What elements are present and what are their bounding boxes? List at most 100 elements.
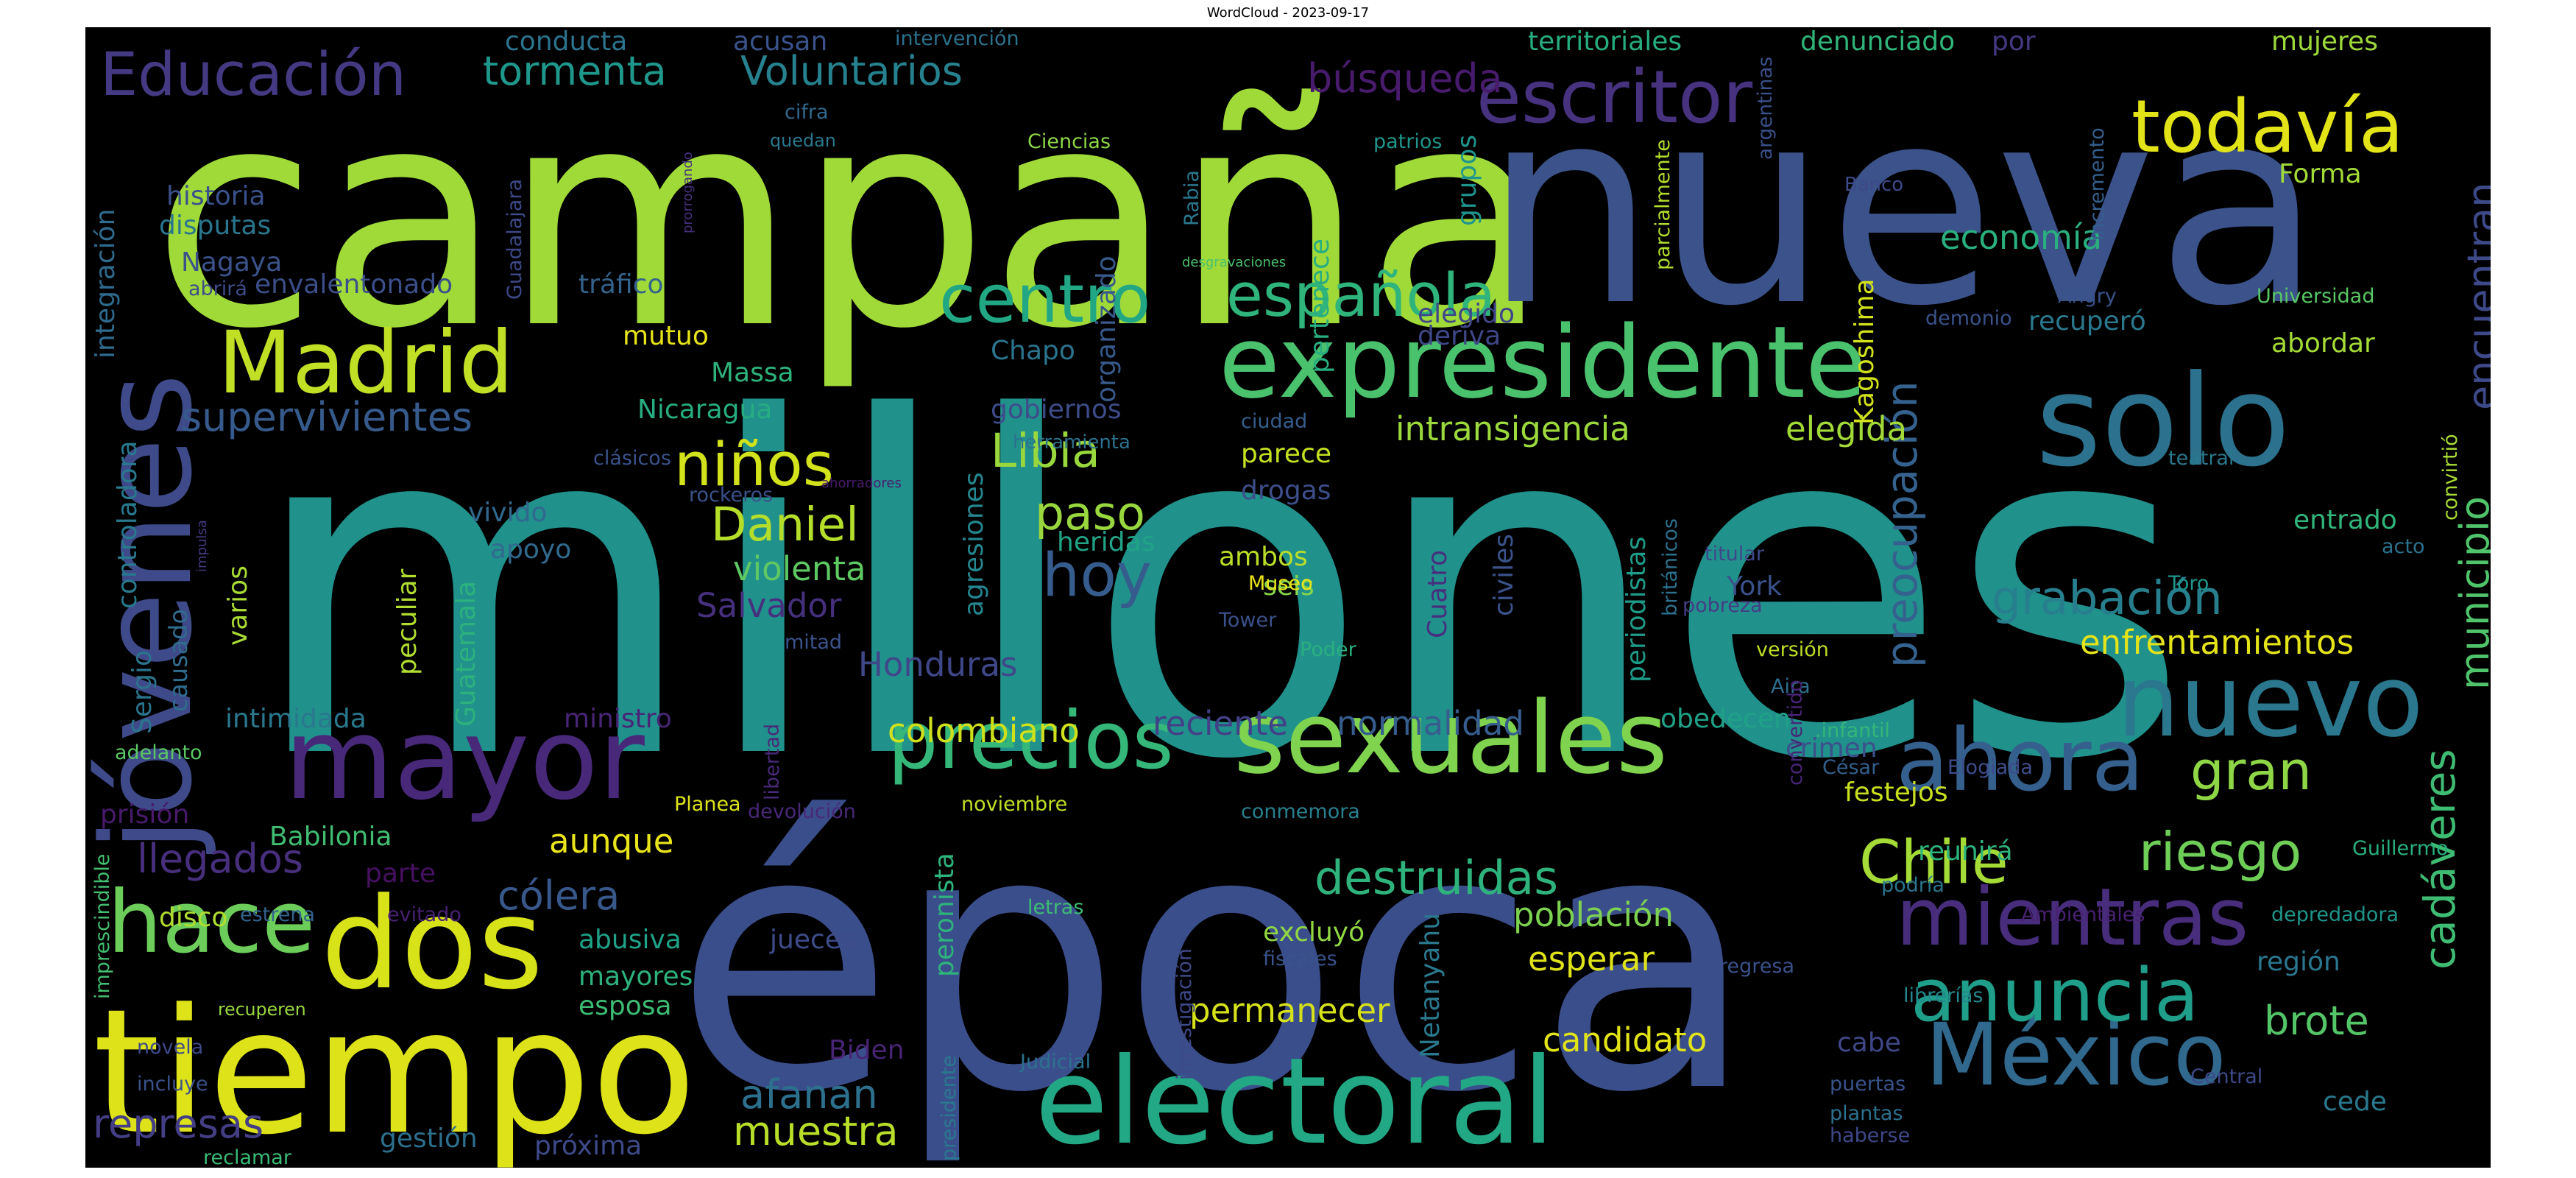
- word-acto: acto: [2382, 535, 2425, 558]
- word-toro: Toro: [2168, 571, 2209, 595]
- word-biden: Biden: [829, 1035, 905, 1065]
- word-integracion: integración: [91, 208, 121, 359]
- word-argentinas: argentinas: [1755, 56, 1777, 160]
- word-escritor: escritor: [1476, 54, 1753, 140]
- word-festejos: festejos: [1844, 777, 1948, 808]
- word-universidad: Universidad: [2257, 284, 2375, 308]
- word-candidato: candidato: [1543, 1020, 1708, 1059]
- word-puertas: puertas: [1830, 1072, 1906, 1096]
- word-prision: prisión: [100, 800, 190, 830]
- word-abusiva: abusiva: [578, 925, 682, 955]
- word-investigacion: investigación: [1173, 948, 1196, 1080]
- word-hoy: hoy: [1042, 540, 1152, 610]
- word-nuevo: nuevo: [2117, 643, 2424, 759]
- word-ahorradores: ahorradores: [821, 476, 902, 491]
- word-prorrogando: prorrogando: [680, 152, 696, 233]
- word-proxima: próxima: [534, 1131, 643, 1161]
- word-drogas: drogas: [1241, 476, 1331, 506]
- word-llegados: llegados: [137, 836, 304, 882]
- word-voluntarios: Voluntarios: [740, 48, 963, 94]
- word-controladora: controladora: [113, 440, 143, 609]
- word-excluyo: excluyó: [1263, 917, 1365, 948]
- word-campana: campaña: [152, 42, 1551, 395]
- word-aunque: aunque: [549, 821, 674, 861]
- word-tower: Tower: [1219, 608, 1277, 632]
- word-gestion: gestión: [380, 1124, 478, 1154]
- word-cloud-canvas: millones época campaña nueva tiempo elec…: [85, 27, 2491, 1168]
- word-parte: parte: [365, 858, 436, 889]
- word-muestra: muestra: [733, 1108, 899, 1154]
- word-britanicos: británicos: [1659, 518, 1682, 616]
- word-planea: Planea: [674, 792, 741, 816]
- word-judicial: Judicial: [1020, 1050, 1091, 1073]
- word-periodistas: periodistas: [1621, 536, 1652, 683]
- word-babilonia: Babilonia: [269, 822, 392, 852]
- word-parece: parece: [1241, 439, 1332, 469]
- word-seis: seis: [1263, 571, 1314, 602]
- word-denunciado: denunciado: [1800, 27, 1956, 57]
- word-conducta: conducta: [505, 27, 628, 57]
- word-obedecen: obedecen: [1660, 704, 1791, 734]
- word-todavia: todavía: [2131, 84, 2404, 169]
- word-titular: titular: [1705, 542, 1764, 565]
- word-impulsa: impulsa: [194, 520, 210, 572]
- word-varios: varios: [223, 565, 253, 646]
- word-por: por: [1992, 27, 2036, 57]
- word-herramienta: herramienta: [1013, 431, 1130, 454]
- word-regresa: regresa: [1719, 954, 1794, 978]
- word-mujeres: mujeres: [2271, 27, 2378, 57]
- word-intransigencia: intransigencia: [1395, 409, 1630, 448]
- word-tormenta: tormenta: [483, 48, 667, 94]
- word-salvador: Salvador: [696, 585, 842, 625]
- word-agresiones: agresiones: [959, 472, 989, 616]
- word-reclamar: reclamar: [203, 1146, 291, 1168]
- word-apoyo: apoyo: [490, 535, 572, 565]
- word-represas: represas: [93, 1101, 264, 1147]
- word-ambientales: Ambientales: [2021, 903, 2145, 926]
- word-patrios: patrios: [1373, 130, 1443, 153]
- word-esposa: esposa: [578, 991, 672, 1021]
- word-york: York: [1727, 571, 1782, 602]
- word-vivido: vivido: [468, 498, 548, 528]
- word-mexico: México: [1925, 1004, 2226, 1105]
- word-devolucion: devolución: [748, 800, 856, 823]
- word-imprescindible: imprescindible: [91, 853, 114, 999]
- word-netanyahu: Netanyahu: [1415, 912, 1446, 1058]
- word-kagoshima: Kagoshima: [1850, 278, 1880, 425]
- word-demonio: demonio: [1925, 306, 2012, 330]
- word-librerias: librerías: [1903, 984, 1984, 1007]
- word-daniel: Daniel: [711, 497, 859, 551]
- word-encuentran: encuentran: [2459, 182, 2491, 411]
- word-mientras: mientras: [1896, 872, 2249, 964]
- word-chile: Chile: [1859, 828, 2009, 897]
- word-expresidente: expresidente: [1219, 304, 1867, 420]
- word-centro: centro: [939, 261, 1151, 338]
- word-incluye: incluye: [137, 1072, 208, 1096]
- word-ambos: ambos: [1219, 542, 1308, 572]
- word-cede: cede: [2323, 1087, 2387, 1117]
- word-envalentonado: envalentonado: [255, 269, 453, 300]
- word-version: versión: [1756, 638, 1829, 661]
- word-poder: Poder: [1300, 638, 1356, 661]
- word-causado: causado: [164, 609, 193, 712]
- word-plantas: plantas: [1830, 1101, 1903, 1125]
- word-mayor: mayor: [284, 694, 645, 825]
- word-jueces: jueces: [770, 925, 855, 955]
- word-mitad: mitad: [785, 630, 843, 654]
- word-hace: hace: [107, 871, 316, 973]
- word-central: Central: [2190, 1065, 2263, 1088]
- word-cifra: cifra: [785, 100, 829, 124]
- word-afanan: afanan: [740, 1071, 878, 1118]
- word-cesar: César: [1822, 755, 1880, 779]
- word-municipio: municipio: [2452, 495, 2491, 690]
- word-desgravaciones: desgravaciones: [1182, 255, 1287, 270]
- word-ahora: ahora: [1896, 709, 2145, 811]
- chart-title: WordCloud - 2023-09-17: [1206, 5, 1370, 21]
- word-abrira: abrirá: [188, 277, 247, 300]
- word-recuperen: recuperen: [218, 999, 306, 1020]
- word-libia: Libia: [991, 423, 1100, 478]
- word-pertenece: pertenece: [1305, 239, 1335, 373]
- word-aira: Aira: [1771, 674, 1811, 698]
- word-gran: gran: [2190, 740, 2313, 802]
- word-violenta: violenta: [733, 549, 866, 588]
